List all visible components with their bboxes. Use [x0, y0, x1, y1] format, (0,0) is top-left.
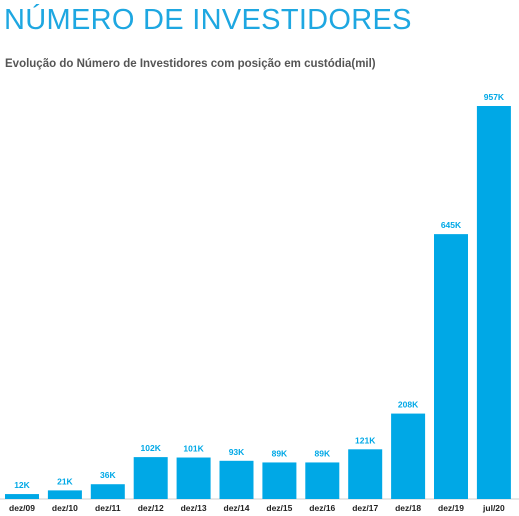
page-title: NÚMERO DE INVESTIDORES	[4, 4, 412, 36]
value-label-dez-19: 645K	[441, 220, 462, 230]
x-tick-label-dez-19: dez/19	[438, 503, 464, 513]
bar-dez-14	[219, 460, 254, 499]
bar-jul-20	[476, 106, 511, 499]
bar-dez-12	[133, 457, 168, 499]
bar-dez-18	[391, 413, 426, 499]
x-tick-label-dez-15: dez/15	[266, 503, 292, 513]
bar-dez-19	[434, 234, 468, 499]
x-tick-label-jul-20: jul/20	[482, 503, 505, 513]
x-tick-label-dez-18: dez/18	[395, 503, 421, 513]
value-label-dez-12: 102K	[141, 443, 162, 453]
x-tick-label-dez-13: dez/13	[181, 503, 207, 513]
bar-dez-15	[262, 462, 297, 499]
bar-dez-10	[47, 490, 82, 499]
value-label-dez-18: 208K	[398, 400, 419, 410]
value-label-dez-17: 121K	[355, 435, 376, 445]
value-label-dez-15: 89K	[272, 448, 288, 458]
value-label-jul-20: 957K	[484, 92, 505, 102]
x-tick-label-dez-10: dez/10	[52, 503, 78, 513]
value-label-dez-16: 89K	[315, 448, 331, 458]
bar-dez-11	[90, 484, 125, 499]
x-tick-label-dez-14: dez/14	[224, 503, 250, 513]
x-tick-label-dez-12: dez/12	[138, 503, 164, 513]
value-label-dez-13: 101K	[183, 444, 204, 454]
value-label-dez-11: 36K	[100, 470, 116, 480]
value-labels-group: 12K 21K 36K 102K 101K 93K 89K 89K 121K 208K 645K 95…	[14, 92, 505, 490]
x-tick-label-dez-11: dez/11	[95, 503, 121, 513]
x-tick-label-dez-09: dez/09	[9, 503, 35, 513]
tick-labels-group: dez/09 dez/10 dez/11 dez/12 dez/13 dez/14 dez/…	[9, 503, 505, 513]
chart-subtitle: Evolução do Número de Investidores com p…	[5, 58, 376, 70]
value-label-dez-10: 21K	[57, 476, 73, 486]
bar-dez-17	[348, 449, 383, 499]
bar-dez-16	[305, 462, 340, 499]
value-label-dez-09: 12K	[14, 480, 30, 490]
bar-dez-13	[176, 457, 211, 499]
value-label-dez-14: 93K	[229, 447, 245, 457]
x-tick-label-dez-17: dez/17	[352, 503, 378, 513]
x-tick-label-dez-16: dez/16	[309, 503, 335, 513]
bars-group	[5, 106, 511, 499]
bar-dez-09	[5, 494, 39, 499]
